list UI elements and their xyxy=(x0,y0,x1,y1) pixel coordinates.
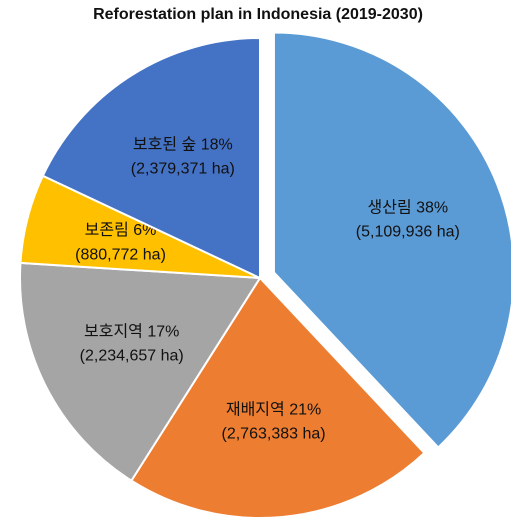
area-label: (2,379,371 ha) xyxy=(131,161,235,178)
pie-slice xyxy=(272,31,511,449)
percent-label: 38% xyxy=(416,200,448,217)
percent-label: 18% xyxy=(201,137,233,154)
category-name: 생산림 xyxy=(368,199,412,217)
slice-label: 재배지역 21% xyxy=(226,401,321,419)
category-name: 보호지역 xyxy=(84,323,143,341)
category-name: 보존림 xyxy=(85,221,129,239)
area-label: (2,763,383 ha) xyxy=(222,426,326,443)
area-label: (880,772 ha) xyxy=(75,246,166,263)
category-name: 보호된 숲 xyxy=(133,136,196,154)
area-label: (5,109,936 ha) xyxy=(356,224,460,241)
slice-label: 생산림 38% xyxy=(368,199,449,217)
slice-label: 보호지역 17% xyxy=(84,323,179,341)
percent-label: 21% xyxy=(289,402,321,419)
category-name: 재배지역 xyxy=(226,401,285,419)
slice-label: 보호된 숲 18% xyxy=(133,136,233,154)
percent-label: 17% xyxy=(147,324,179,341)
area-label: (2,234,657 ha) xyxy=(80,348,184,365)
pie-slice xyxy=(41,36,261,280)
pie-slice xyxy=(130,276,426,518)
pie-slice xyxy=(19,261,262,483)
chart-title: Reforestation plan in Indonesia (2019-20… xyxy=(93,6,423,23)
